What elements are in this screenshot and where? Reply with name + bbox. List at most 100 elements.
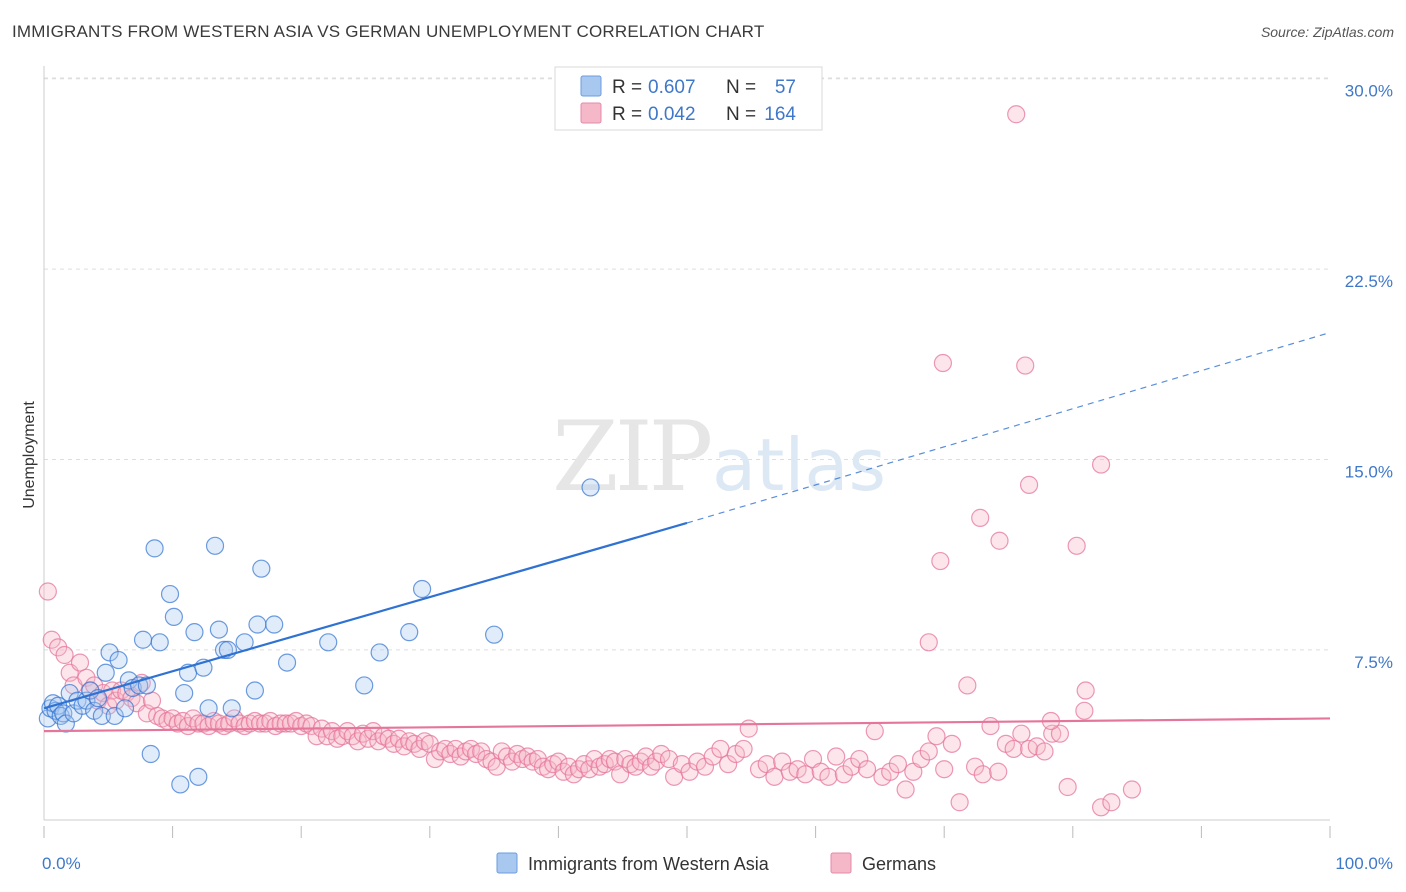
point-germans xyxy=(1058,777,1077,797)
point-germans xyxy=(523,752,542,771)
point-western-asia xyxy=(252,559,271,578)
point-germans xyxy=(379,729,398,748)
point-germans xyxy=(631,752,650,771)
point-germans xyxy=(1035,742,1054,761)
point-western-asia xyxy=(137,676,156,695)
point-germans xyxy=(896,780,915,799)
point-germans xyxy=(49,638,68,657)
point-western-asia xyxy=(485,625,504,644)
point-germans xyxy=(695,757,715,776)
legend-n-label-pink: N = xyxy=(726,104,756,125)
point-germans xyxy=(220,714,239,733)
point-western-asia xyxy=(205,536,225,555)
point-western-asia xyxy=(400,623,419,642)
legend-box: R = 0.607 N = 57 R = 0.042 N = 164 xyxy=(554,66,823,131)
point-western-asia xyxy=(199,699,218,718)
point-germans xyxy=(931,551,950,571)
y-tick-label: 30.0% xyxy=(1345,82,1393,101)
y-tick-label: 7.5% xyxy=(1354,653,1393,672)
point-germans xyxy=(1091,455,1111,474)
point-germans xyxy=(142,691,162,710)
point-germans xyxy=(55,645,74,665)
point-germans xyxy=(881,762,900,781)
point-germans xyxy=(919,633,938,652)
point-germans xyxy=(641,757,661,776)
point-western-asia xyxy=(245,681,265,700)
point-germans xyxy=(796,765,815,784)
point-germans xyxy=(328,729,347,748)
point-germans xyxy=(1067,536,1086,555)
series-germans xyxy=(38,105,1142,817)
point-western-asia xyxy=(160,584,180,604)
point-germans xyxy=(819,767,838,786)
point-germans xyxy=(1091,798,1111,817)
point-germans xyxy=(539,760,558,779)
axes xyxy=(43,66,1330,821)
point-germans xyxy=(971,508,990,527)
point-germans xyxy=(38,582,57,601)
y-tick-label: 22.5% xyxy=(1345,272,1393,291)
point-western-asia xyxy=(109,650,128,670)
point-germans xyxy=(672,755,691,774)
point-germans xyxy=(292,716,311,736)
legend-r-value-pink: 0.042 xyxy=(648,104,696,125)
point-western-asia xyxy=(277,653,297,672)
bottom-legend-swatch-blue xyxy=(496,852,518,874)
point-germans xyxy=(933,353,953,373)
point-germans xyxy=(1019,475,1039,494)
point-western-asia xyxy=(189,767,208,786)
point-germans xyxy=(1050,724,1070,743)
point-germans xyxy=(827,747,846,766)
legend-r-label-blue: R = xyxy=(612,77,642,98)
point-germans xyxy=(1012,724,1031,743)
chart-title: IMMIGRANTS FROM WESTERN ASIA VS GERMAN U… xyxy=(12,22,765,41)
point-germans xyxy=(911,749,931,769)
point-germans xyxy=(842,757,861,776)
point-western-asia xyxy=(150,633,169,652)
legend-swatch-pink xyxy=(580,102,602,124)
bottom-legend-swatch-pink xyxy=(830,852,852,874)
point-western-asia xyxy=(133,630,153,649)
point-western-asia xyxy=(370,643,389,662)
point-western-asia xyxy=(222,699,241,718)
legend-n-label-blue: N = xyxy=(726,77,756,98)
watermark: ZIP atlas xyxy=(552,401,886,513)
point-germans xyxy=(400,732,419,751)
point-germans xyxy=(451,747,470,766)
point-germans xyxy=(857,760,877,779)
point-germans xyxy=(1004,739,1023,759)
legend-n-value-pink: 164 xyxy=(764,104,796,125)
point-western-asia xyxy=(115,699,135,718)
point-germans xyxy=(703,747,722,766)
point-germans xyxy=(466,744,486,764)
point-germans xyxy=(1075,701,1094,720)
point-germans xyxy=(477,749,496,769)
point-western-asia xyxy=(164,607,183,627)
point-germans xyxy=(734,739,753,759)
point-germans xyxy=(1102,793,1121,812)
point-germans xyxy=(927,727,946,746)
y-axis-title: Unemployment xyxy=(21,401,38,509)
point-western-asia xyxy=(248,615,267,634)
point-germans xyxy=(600,749,619,769)
point-germans xyxy=(636,747,655,766)
point-germans xyxy=(981,716,1000,736)
bottom-legend: Immigrants from Western Asia Germans xyxy=(496,852,936,874)
point-western-asia xyxy=(105,706,124,726)
point-germans xyxy=(739,719,758,738)
point-germans xyxy=(70,653,90,672)
point-western-asia xyxy=(96,663,115,682)
trend-lines xyxy=(43,331,1331,733)
point-germans xyxy=(1122,780,1142,799)
x-tick-label-min: 0.0% xyxy=(42,854,81,873)
point-western-asia xyxy=(145,539,164,558)
point-germans xyxy=(958,676,977,695)
point-germans xyxy=(865,722,884,741)
point-western-asia xyxy=(175,683,194,703)
point-germans xyxy=(240,714,259,733)
grid-lines xyxy=(44,77,1330,651)
point-western-asia xyxy=(581,478,600,497)
point-germans xyxy=(850,749,869,769)
point-germans xyxy=(184,709,203,728)
point-germans xyxy=(773,752,792,771)
